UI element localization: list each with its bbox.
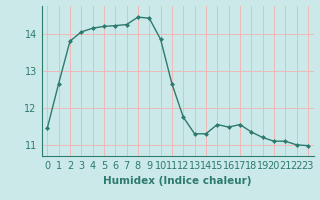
X-axis label: Humidex (Indice chaleur): Humidex (Indice chaleur) [103,176,252,186]
